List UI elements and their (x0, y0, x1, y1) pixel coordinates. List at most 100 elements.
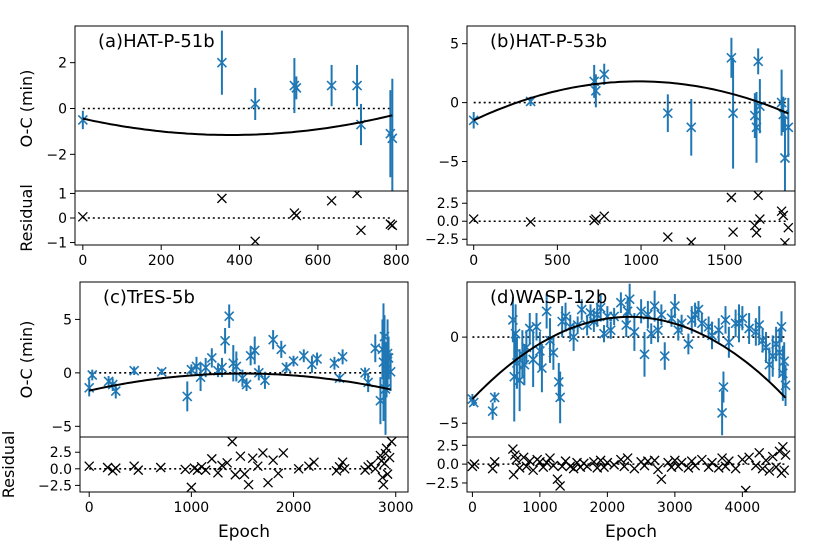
residual-plot-area (467, 441, 791, 492)
residual-point (356, 225, 366, 236)
data-point (276, 344, 287, 355)
x-tick-label: 1000 (174, 500, 210, 516)
main-plot-area (77, 30, 398, 191)
data-point (87, 369, 98, 381)
residual-point (309, 457, 319, 468)
data-point (568, 332, 579, 343)
residual-y-axis-label: Residual (17, 184, 36, 252)
panel-label: (b)HAT-P-53b (490, 31, 607, 52)
data-point (649, 301, 660, 312)
x-tick-label: 1000 (623, 253, 659, 269)
residual-point (777, 441, 788, 452)
residual-point (686, 237, 697, 245)
residual-point (548, 460, 559, 471)
data-point (237, 373, 248, 384)
data-point (656, 309, 667, 320)
data-point (720, 314, 731, 325)
residual-point (337, 457, 348, 468)
data-point (329, 358, 340, 369)
data-point (129, 365, 140, 376)
data-point (726, 52, 737, 63)
residual-point (622, 453, 633, 464)
residual-point (757, 463, 768, 474)
residual-point (235, 451, 246, 462)
data-point (779, 356, 790, 367)
residual-y-tick-label: 0.0 (437, 214, 459, 230)
residual-y-tick-label: −2.5 (38, 478, 72, 494)
data-point (598, 328, 610, 339)
panel-tres-5b: 0 1000 2000 3000 −5 0 5 −2.50.02.5 (c)TrES-5b O-C… (0, 281, 414, 542)
residual-point (726, 192, 737, 203)
x-tick-label: 600 (305, 253, 332, 269)
residual-point (555, 481, 566, 491)
x-tick-label: 3000 (378, 500, 414, 516)
residual-point (780, 450, 791, 461)
y-tick-label: 2 (58, 56, 67, 72)
y-tick-label: 0 (450, 96, 459, 112)
residual-point (764, 465, 775, 476)
data-point (249, 345, 260, 356)
residual-point (754, 214, 765, 225)
data-point (536, 363, 547, 374)
data-point (669, 301, 680, 312)
panel-label: (a)HAT-P-51b (98, 31, 215, 52)
residual-point (783, 222, 794, 233)
residual-point (582, 461, 593, 472)
data-point (156, 366, 167, 377)
residual-point (599, 462, 609, 473)
residual-point (227, 437, 238, 447)
data-point (231, 361, 242, 372)
data-point (737, 313, 748, 324)
residual-point (268, 455, 279, 466)
data-point (723, 337, 734, 348)
residual-point (487, 463, 498, 474)
data-point (718, 381, 729, 393)
residual-y-tick-label: 0 (58, 211, 67, 227)
y-tick-label: 0 (450, 330, 459, 346)
x-tick-label: 0 (78, 253, 87, 269)
residual-point (243, 479, 254, 490)
data-point (778, 109, 789, 120)
x-tick-label: 0 (469, 253, 478, 269)
data-point (749, 110, 760, 121)
residual-point (662, 232, 673, 243)
residual-point (263, 477, 273, 488)
y-axis-label: O-C (min) (17, 321, 36, 399)
x-tick-label: 1500 (707, 253, 743, 269)
residual-point (155, 462, 166, 473)
residual-point (378, 479, 389, 490)
y-tick-label: 0 (58, 102, 67, 118)
data-point (753, 56, 764, 67)
x-tick-label: 0 (468, 500, 477, 516)
main-plot-area (84, 303, 396, 435)
residual-point (686, 456, 697, 467)
residual-point (489, 456, 500, 467)
data-point (776, 97, 787, 108)
residual-point (740, 485, 751, 492)
residual-point (737, 454, 748, 465)
residual-point (595, 455, 606, 466)
y-axis-label: O-C (min) (17, 70, 36, 148)
data-point (200, 362, 211, 373)
y-tick-label: 5 (450, 37, 459, 53)
residual-point (469, 459, 480, 470)
data-point (548, 347, 559, 358)
data-point (683, 338, 694, 350)
residual-point (334, 461, 345, 472)
residual-point (387, 220, 398, 231)
data-point (713, 325, 724, 336)
data-point (531, 321, 542, 332)
data-point (206, 352, 217, 363)
residual-point (649, 455, 660, 466)
residual-point (669, 455, 680, 466)
residual-point (663, 457, 674, 468)
residual-point (293, 463, 304, 474)
fit-curve (88, 372, 391, 392)
fit-curve (473, 80, 789, 122)
data-point (191, 361, 202, 372)
residual-point (744, 452, 755, 463)
data-point (259, 375, 271, 386)
residual-point (468, 214, 479, 225)
residual-point (528, 465, 539, 476)
x-tick-label: 3000 (657, 500, 693, 516)
